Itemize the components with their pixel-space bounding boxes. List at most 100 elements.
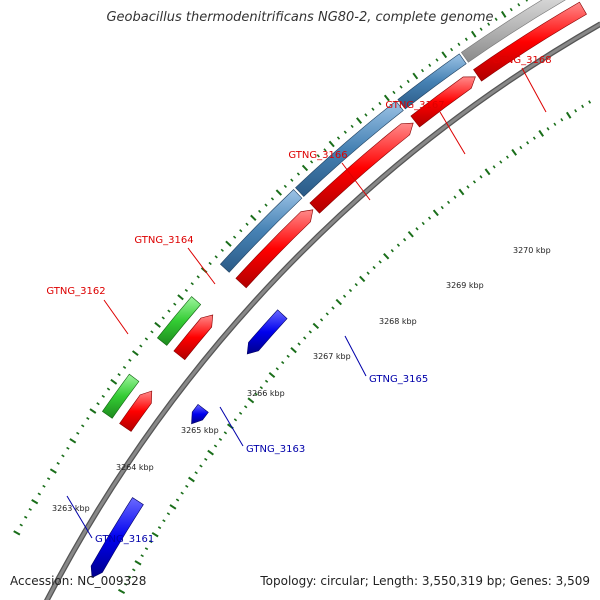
inner-tick-mark [194,471,198,475]
outer-tick-mark [177,294,184,301]
outer-tick-mark [66,446,70,450]
outer-tick-mark [154,321,161,328]
outer-tick-mark [525,0,528,2]
inner-tick-mark [519,145,523,150]
gene-features [90,0,587,579]
gene-gtng-3165[interactable] [246,309,288,355]
inner-tick-mark [396,243,400,247]
outer-tick-mark [46,477,51,481]
outer-tick-mark [220,248,224,252]
label-gtng-3165[interactable]: GTNG_3165 [369,374,428,385]
inner-tick-mark [505,155,509,159]
outer-tick-mark [128,358,132,362]
outer-tick-mark [290,178,294,182]
inner-tick-mark [175,498,180,502]
outer-tick-mark [328,140,335,148]
scale-tick-label: 3264 kbp [116,463,154,472]
label-gtng-3162[interactable]: GTNG_3162 [46,286,105,297]
label-gtng-3168[interactable]: GTNG_3168 [492,55,551,66]
inner-tick-mark [151,531,159,538]
accession-text: Accession: NC_009328 [10,574,147,588]
outer-tick-mark [457,42,461,47]
outer-tick-mark [19,523,23,527]
inner-tick-mark [149,540,153,544]
outer-tick-mark [184,288,189,293]
gene-next-grey[interactable] [460,0,575,63]
cds-gtng-3167[interactable] [309,122,414,214]
inner-tick-mark [342,294,347,298]
outer-tick-mark [173,302,177,306]
outer-tick-mark [86,416,90,420]
inner-tick-mark [372,265,376,270]
backbone-line [45,22,600,600]
inner-tick-mark [403,238,407,242]
gene-gtng-3166[interactable] [219,189,303,273]
outer-tick-mark [275,189,283,196]
inner-tick-mark [574,109,578,113]
inner-tick-mark [383,253,390,260]
inner-tick-mark [312,322,320,330]
outer-tick-mark [517,3,521,7]
cds-gtng-3166[interactable] [235,209,314,289]
outer-tick-mark [225,240,232,247]
gene-gtng-3161[interactable] [90,497,144,579]
label-gtng-3167[interactable]: GTNG_3167 [385,100,444,111]
inner-tick-mark [511,148,518,156]
label-gtng-3163[interactable]: GTNG_3163 [246,444,305,455]
inner-tick-mark [427,216,432,220]
leader-line [439,111,466,155]
outer-tick-mark [161,316,165,320]
cds-next[interactable] [473,1,587,82]
outer-tick-mark [343,130,347,134]
inner-tick-mark [123,582,128,586]
gene-gtng-3164[interactable] [156,296,202,346]
label-gtng-3161[interactable]: GTNG_3161 [95,534,154,545]
outer-tick-mark [258,209,262,214]
label-gtng-3164[interactable]: GTNG_3164 [134,235,193,246]
inner-tick-mark [199,464,203,468]
inner-tick-mark [366,271,370,275]
gene-gtng-3167[interactable] [295,100,404,197]
inner-tick-mark [546,127,550,131]
inner-tick-mark [254,392,258,396]
inner-tick-mark [132,568,136,572]
inner-tick-mark [553,122,557,126]
outer-tick-mark [24,515,28,519]
gene-gtng-3163[interactable] [191,403,209,425]
inner-tick-mark [213,444,218,448]
inner-tick-mark [166,512,171,516]
outer-tick-mark [270,197,275,201]
outer-tick-mark [190,282,194,286]
outer-tick-mark [101,394,105,398]
inner-tick-mark [185,484,189,488]
inner-tick-mark [440,205,444,210]
inner-tick-mark [407,230,414,238]
outer-tick-mark [392,90,396,95]
inner-tick-mark [453,195,457,199]
gene-gtng-3168[interactable] [397,53,467,110]
inner-tick-mark [479,175,483,179]
cds-gtng-3162[interactable] [119,390,153,432]
cds-gtng-3164[interactable] [173,314,214,361]
inner-tick-mark [118,588,126,594]
outer-tick-mark [383,94,390,102]
inner-tick-mark [359,275,366,283]
gene-gtng-3162[interactable] [101,373,140,419]
scale-tick-label: 3266 kbp [247,389,285,398]
outer-tick-mark [81,424,85,428]
label-gtng-3166[interactable]: GTNG_3166 [288,150,347,161]
outer-tick-mark [316,154,320,158]
inner-tick-mark [532,136,536,140]
leader-line [66,495,93,539]
inner-tick-mark [290,347,297,354]
leader-line [521,67,547,113]
outer-tick-mark [464,37,468,41]
outer-tick-mark [470,30,477,38]
outer-tick-mark [441,51,448,59]
inner-tick-mark [565,111,572,119]
outer-tick-mark [208,261,212,266]
cds-gtng-3168[interactable] [410,76,476,128]
outer-tick-mark [435,58,439,62]
inner-tick-mark [244,405,248,409]
